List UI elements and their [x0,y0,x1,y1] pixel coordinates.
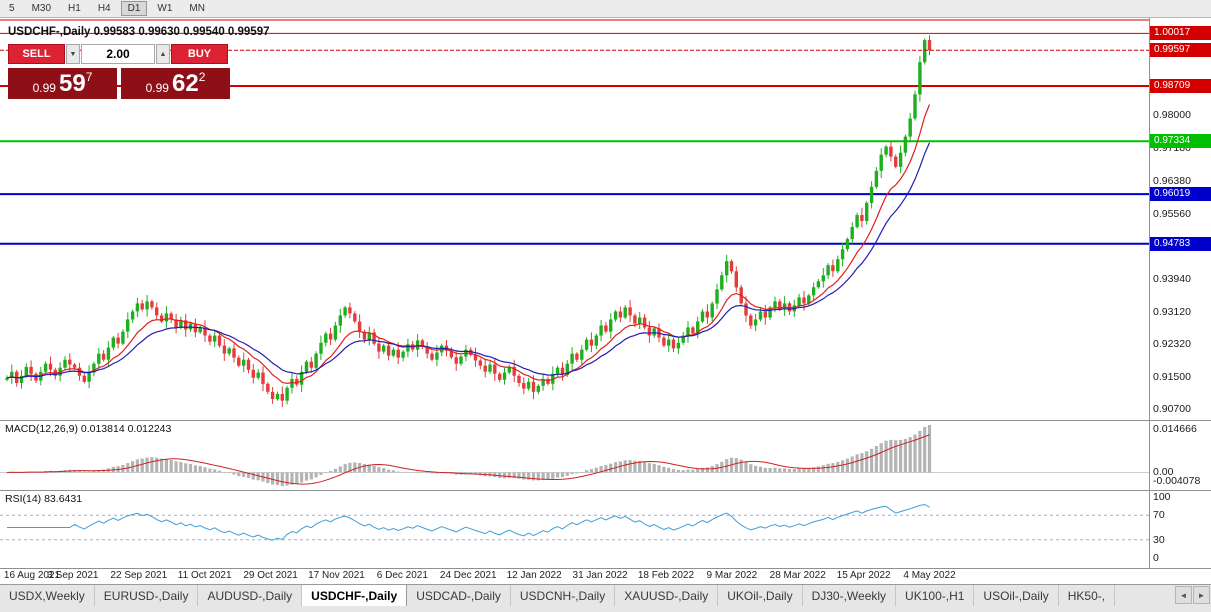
macd-axis-label: 0.00 [1153,465,1174,478]
price-line-badge: 0.94783 [1150,236,1211,251]
rsi-indicator-label: RSI(14) 83.6431 [5,493,83,505]
price-line-badge: 1.00017 [1150,26,1211,41]
date-axis-label: 18 Feb 2022 [637,570,695,581]
rsi-axis-label: 70 [1153,509,1165,522]
chart-tab-dj30-weekly[interactable]: DJ30-,Weekly [803,585,897,606]
current-price-badge: 0.99597 [1150,43,1211,58]
rsi-axis-label: 0 [1153,552,1159,564]
macd-indicator-label: MACD(12,26,9) 0.013814 0.012243 [5,423,172,435]
chart-tab-usdchf-daily[interactable]: USDCHF-,Daily [302,585,408,606]
chart-tab-eurusd-daily[interactable]: EURUSD-,Daily [95,585,199,606]
buy-price-display[interactable]: 0.99 62 2 [121,68,230,99]
date-axis-label: 3 Sep 2021 [47,570,99,581]
date-axis-label: 6 Dec 2021 [376,570,428,581]
buy-price-sup: 2 [198,70,206,84]
chart-tab-usoil-daily[interactable]: USOil-,Daily [974,585,1059,606]
chart-tabs-bar: USDX,Weekly EURUSD-,Daily AUDUSD-,Daily USD… [0,584,1211,612]
chart-tab-ukoil-daily[interactable]: UKOil-,Daily [718,585,803,606]
chart-tab-usdx-weekly[interactable]: USDX,Weekly [0,585,95,606]
date-axis-label: 4 May 2022 [903,570,956,581]
date-axis-label: 17 Nov 2021 [308,570,365,581]
timeframe-button-D1[interactable]: D1 [120,1,148,16]
macd-axis-label: 0.014666 [1153,423,1197,435]
volume-increase-icon[interactable]: ▲ [156,44,170,64]
chart-tab-usdcad-daily[interactable]: USDCAD-,Daily [407,585,511,606]
chart-tab-usdcnh-daily[interactable]: USDCNH-,Daily [511,585,616,606]
tab-scroll-right-button[interactable]: ► [1193,586,1210,604]
price-axis-label: 0.92320 [1153,337,1191,350]
price-line-badge: 0.98709 [1150,78,1211,93]
trade-controls-row: SELL ▼ ▲ BUY [8,44,230,64]
tab-scroll-left-button[interactable]: ◄ [1175,586,1192,604]
sell-price-display[interactable]: 0.99 59 7 [8,68,117,99]
date-axis-label: 28 Mar 2022 [769,570,826,581]
price-axis-label: 0.93120 [1153,305,1191,318]
timeframe-button-5[interactable]: 5 [2,1,22,16]
date-axis-label: 16 Aug 2021 [3,570,61,581]
price-axis-label: 0.91500 [1153,370,1191,383]
date-axis-label: 29 Oct 2021 [243,570,298,581]
rsi-axis-label: 100 [1153,491,1171,503]
sell-price-prefix: 0.99 [32,81,56,95]
timeframe-button-H1[interactable]: H1 [61,1,88,16]
chart-title: USDCHF-,Daily 0.99583 0.99630 0.99540 0.… [8,26,270,38]
buy-price-digits: 62 [171,70,199,97]
chart-tab-hk50[interactable]: HK50-, [1059,585,1116,606]
volume-decrease-icon[interactable]: ▼ [66,44,80,64]
price-axis-label: 0.98000 [1153,109,1191,122]
chart-tab-audusd-daily[interactable]: AUDUSD-,Daily [198,585,303,606]
date-axis-label: 22 Sep 2021 [110,570,168,581]
sell-price-digits: 59 [58,70,86,97]
timeframe-button-MN[interactable]: MN [182,1,212,16]
buy-price-prefix: 0.99 [145,81,169,95]
trade-prices-row: 0.99 59 7 0.99 62 2 [8,68,230,99]
timeframe-button-H4[interactable]: H4 [90,1,118,16]
macd-axis-label: -0.004078 [1153,475,1201,487]
date-axis-label: 15 Apr 2022 [836,570,891,581]
tab-scroll-arrows: ◄ ► [1175,586,1210,604]
buy-button[interactable]: BUY [171,44,228,64]
timeframe-button-W1[interactable]: W1 [150,1,180,16]
price-axis-label: 0.96380 [1153,174,1191,187]
sell-price-sup: 7 [85,70,93,84]
date-axis-label: 11 Oct 2021 [177,570,232,581]
date-axis-label: 31 Jan 2022 [572,570,628,581]
timeframe-button-M30[interactable]: M30 [24,1,59,16]
chart-tab-xauusd-daily[interactable]: XAUUSD-,Daily [615,585,719,606]
date-axis-label: 24 Dec 2021 [439,570,497,581]
price-line-badge: 0.97334 [1150,134,1211,149]
chart-canvas[interactable] [0,0,1211,584]
price-axis-label: 0.95560 [1153,207,1191,220]
date-axis-label: 9 Mar 2022 [706,570,758,581]
chart-tab-uk100-h1[interactable]: UK100-,H1 [896,585,975,606]
price-line-badge: 0.96019 [1150,187,1211,202]
sell-button[interactable]: SELL [8,44,65,64]
price-axis-label: 0.93940 [1153,272,1191,285]
price-axis-label: 0.90700 [1153,402,1191,415]
date-axis-label: 12 Jan 2022 [506,570,562,581]
volume-input[interactable] [81,44,155,64]
rsi-axis-label: 30 [1153,533,1165,546]
timeframe-toolbar: 5 M30 H1 H4 D1 W1 MN [0,0,1211,18]
